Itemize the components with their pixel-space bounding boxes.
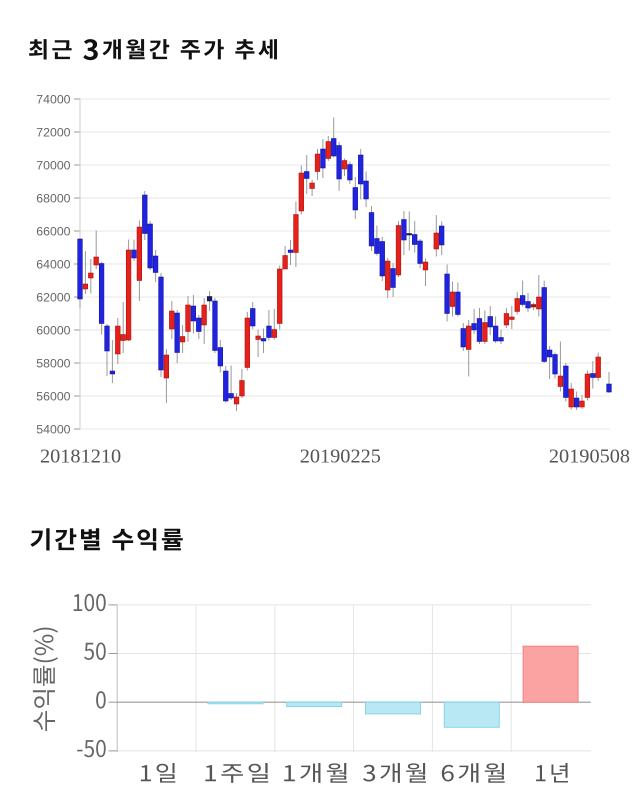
svg-text:54000: 54000 xyxy=(36,422,70,436)
svg-text:60000: 60000 xyxy=(36,323,70,337)
svg-text:20181210: 20181210 xyxy=(40,446,121,468)
svg-text:68000: 68000 xyxy=(36,191,70,205)
svg-text:62000: 62000 xyxy=(36,290,70,304)
svg-text:64000: 64000 xyxy=(36,257,70,271)
svg-text:56000: 56000 xyxy=(36,389,70,403)
svg-text:74000: 74000 xyxy=(36,92,70,106)
svg-text:70000: 70000 xyxy=(36,158,70,172)
svg-text:20190225: 20190225 xyxy=(300,446,381,468)
svg-text:66000: 66000 xyxy=(36,224,70,238)
svg-text:20190508: 20190508 xyxy=(549,446,630,468)
svg-text:72000: 72000 xyxy=(36,125,70,139)
svg-text:58000: 58000 xyxy=(36,356,70,370)
